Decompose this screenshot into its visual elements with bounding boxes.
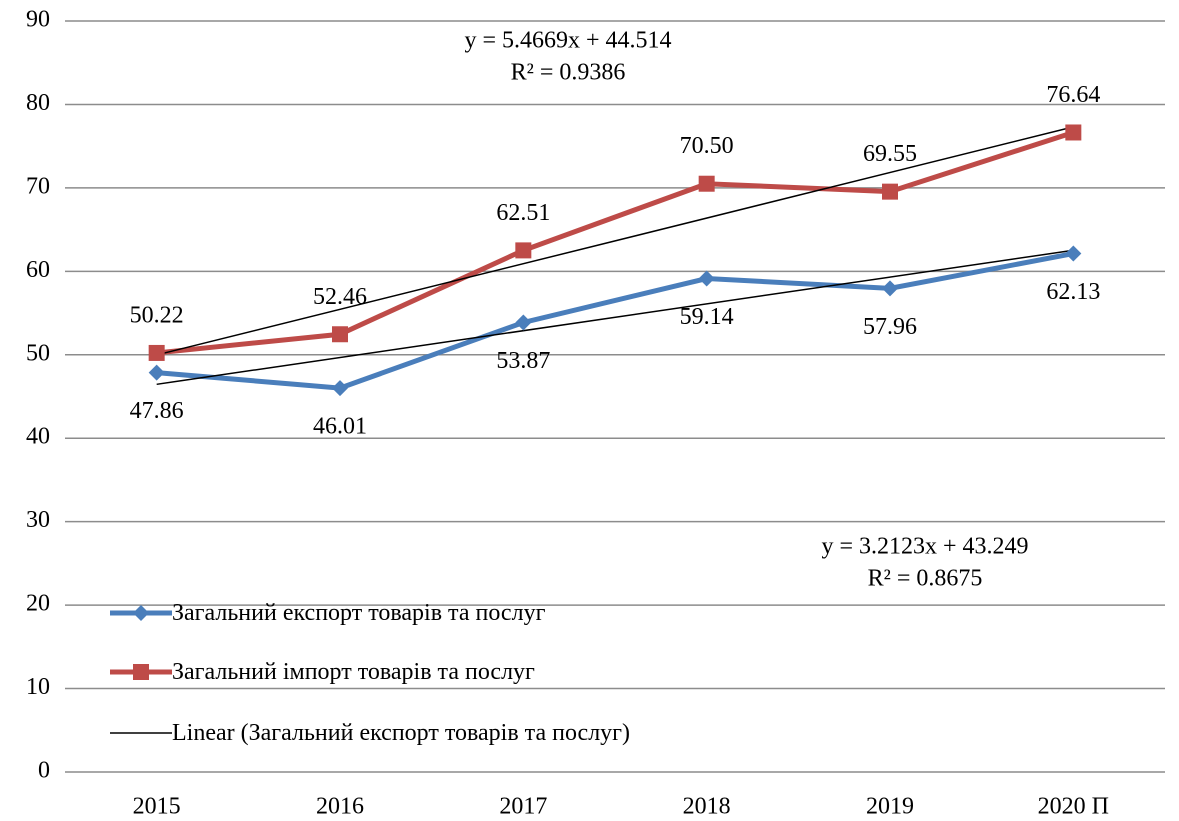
x-tick-label: 2019 [866,794,914,820]
legend-label: Загальний експорт товарів та послуг [172,600,546,626]
series-line [156,130,1075,356]
marker [515,314,532,331]
data-label: 57.96 [863,314,917,340]
trend-r2: R² = 0.9386 [511,60,626,86]
legend-entry: Загальний експорт товарів та послуг [110,597,630,629]
legend-swatch [110,717,172,749]
trendline [156,249,1074,386]
y-tick-label: 90 [26,7,50,33]
data-label: 59.14 [680,304,734,330]
marker [698,175,715,192]
y-tick-label: 20 [26,591,50,617]
legend-entry: Загальний імпорт товарів та послуг [110,656,630,688]
y-tick-label: 50 [26,340,50,366]
data-label: 69.55 [863,141,917,167]
trendline [156,126,1074,356]
marker [882,183,898,200]
trend-equation: y = 5.4669x + 44.514 [464,28,671,54]
legend-swatch [110,656,172,688]
legend-label: Загальний імпорт товарів та послуг [172,659,535,685]
y-tick-label: 60 [26,257,50,283]
data-label: 50.22 [130,302,184,328]
legend-entry: Linear (Загальний експорт товарів та пос… [110,717,630,749]
series-line [156,251,1074,391]
marker [332,326,348,343]
x-tick-label: 2017 [499,794,547,820]
data-label: 53.87 [496,348,550,374]
data-label: 47.86 [130,398,184,424]
trend-equation: y = 3.2123x + 43.249 [821,534,1028,560]
marker [148,344,165,361]
x-tick-label: 2020 П [1038,794,1109,820]
y-tick-label: 30 [26,507,50,533]
marker [332,380,348,397]
x-tick-label: 2015 [133,794,181,820]
data-label: 70.50 [680,133,734,159]
data-label: 46.01 [313,414,367,440]
marker [882,280,898,297]
x-tick-label: 2018 [683,794,731,820]
y-tick-label: 70 [26,173,50,199]
legend-label: Linear (Загальний експорт товарів та пос… [172,720,631,746]
data-label: 62.51 [496,200,550,226]
y-tick-label: 10 [26,674,50,700]
marker [515,242,532,259]
marker [1065,124,1082,141]
x-tick-label: 2016 [316,794,364,820]
y-tick-label: 0 [38,758,50,784]
y-tick-label: 80 [26,90,50,116]
y-tick-label: 40 [26,424,50,450]
marker [148,364,165,381]
legend-swatch [110,597,172,629]
data-label: 62.13 [1046,279,1100,305]
trend-r2: R² = 0.8675 [868,566,983,592]
marker [1065,245,1082,262]
marker [698,270,715,287]
data-label: 52.46 [313,284,367,310]
data-label: 76.64 [1046,82,1100,108]
